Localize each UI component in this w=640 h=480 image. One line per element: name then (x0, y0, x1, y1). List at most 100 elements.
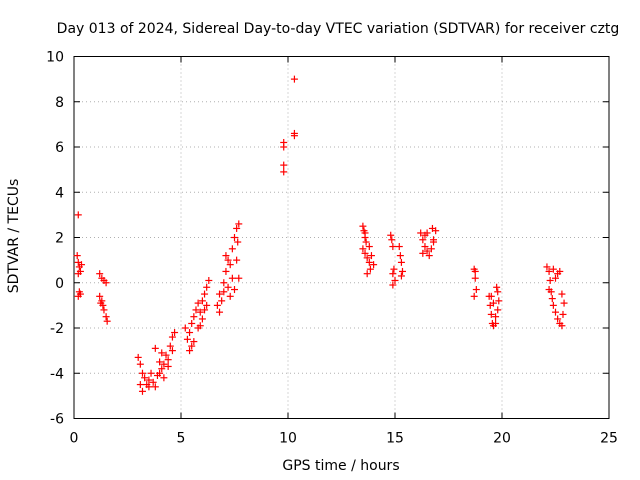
data-point (546, 276, 554, 284)
data-point (228, 274, 236, 282)
data-point (233, 256, 241, 264)
y-tick-label: -6 (50, 412, 64, 428)
data-point (280, 161, 288, 169)
data-point (149, 378, 157, 386)
data-point (203, 283, 211, 291)
x-tick-label: 20 (493, 431, 511, 447)
data-point (421, 243, 429, 251)
data-point (196, 322, 204, 330)
data-point (231, 234, 238, 241)
data-point (222, 267, 230, 275)
data-point (428, 224, 436, 232)
data-point (559, 310, 567, 318)
data-point (201, 290, 209, 298)
data-point (224, 283, 232, 291)
data-point (136, 381, 144, 389)
data-point (470, 292, 478, 300)
data-point (419, 236, 427, 244)
data-point (552, 308, 559, 316)
data-point (171, 329, 179, 337)
data-point (100, 306, 108, 314)
data-point (549, 301, 557, 309)
data-point (363, 270, 371, 278)
data-point (487, 310, 495, 318)
data-point (162, 351, 170, 359)
data-point (228, 245, 236, 253)
data-point (363, 254, 371, 262)
data-point (218, 297, 226, 305)
data-point (147, 369, 155, 377)
data-point (216, 308, 224, 316)
data-point (390, 265, 398, 273)
data-point (430, 236, 438, 244)
data-point (166, 342, 174, 350)
data-point (560, 299, 568, 307)
data-point (216, 290, 224, 298)
data-point (194, 299, 202, 307)
data-point (549, 265, 557, 273)
data-point (365, 243, 373, 251)
data-point (203, 301, 211, 309)
data-point (164, 356, 172, 364)
data-point (213, 301, 221, 309)
data-point (145, 376, 153, 384)
data-point (226, 292, 234, 300)
data-point (196, 308, 204, 316)
y-tick-label: 0 (55, 276, 64, 292)
data-point (545, 286, 553, 294)
y-tick-label: 4 (55, 185, 64, 201)
data-points (73, 75, 568, 395)
data-point (391, 276, 399, 284)
data-point (102, 313, 110, 321)
data-point (158, 365, 166, 373)
data-point (97, 299, 105, 307)
x-tick-label: 15 (386, 431, 404, 447)
data-point (134, 353, 142, 361)
data-point (201, 306, 209, 314)
data-point (548, 295, 556, 303)
data-point (493, 283, 501, 291)
data-point (558, 290, 566, 298)
data-point (367, 252, 375, 260)
data-point (280, 143, 288, 151)
y-tick-label: 8 (55, 95, 64, 111)
data-point (198, 297, 206, 305)
data-point (188, 342, 196, 350)
data-point (423, 247, 431, 255)
data-point (222, 252, 230, 260)
data-point (190, 338, 198, 346)
data-point (233, 224, 241, 232)
y-axis-title: SDTVAR / TECUs (6, 179, 22, 294)
data-point (395, 243, 403, 251)
data-point (554, 315, 562, 323)
data-point (558, 322, 566, 330)
data-point (220, 279, 228, 287)
x-tick-label: 25 (600, 431, 618, 447)
data-point (365, 258, 373, 266)
data-point (423, 229, 431, 237)
data-point (220, 288, 228, 296)
data-point (397, 272, 405, 280)
axis-tick-labels: 0 5 10 15 20 25 -6 -4 -2 0 2 4 6 8 10 (46, 50, 618, 447)
data-point (359, 222, 367, 230)
data-point (290, 132, 298, 140)
data-point (151, 344, 159, 352)
data-point (387, 231, 395, 239)
x-tick-label: 0 (70, 431, 79, 447)
data-point (361, 249, 369, 257)
data-point (226, 261, 234, 269)
grid (74, 56, 609, 419)
data-point (74, 270, 82, 278)
data-point (366, 265, 374, 273)
data-point (136, 360, 144, 368)
data-point (96, 270, 104, 278)
data-point (543, 263, 551, 271)
data-point (160, 374, 168, 382)
data-point (145, 383, 153, 391)
x-tick-label: 5 (177, 431, 186, 447)
data-point (231, 286, 238, 294)
data-point (102, 279, 110, 287)
data-point (198, 315, 206, 323)
data-point (181, 324, 189, 332)
data-point (77, 261, 85, 269)
